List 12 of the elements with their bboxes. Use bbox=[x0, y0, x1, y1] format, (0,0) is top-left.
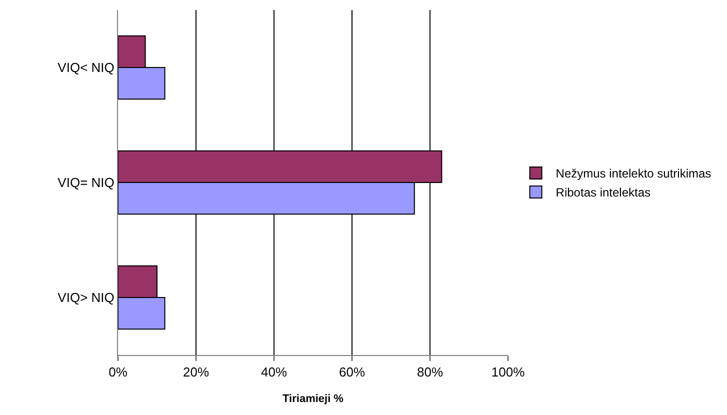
x-tick-label: 100% bbox=[491, 364, 526, 380]
y-tick-label: VIQ< NIQ bbox=[58, 60, 114, 76]
legend-label: Nežymus intelekto sutrikimas bbox=[556, 166, 712, 181]
x-tick-label: 40% bbox=[260, 364, 288, 380]
x-tick-label: 80% bbox=[416, 364, 444, 380]
x-tick-label: 0% bbox=[108, 364, 128, 380]
y-tick-label: VIQ> NIQ bbox=[58, 290, 114, 306]
y-tick-label: VIQ= NIQ bbox=[58, 175, 114, 190]
x-tick-label: 20% bbox=[182, 364, 210, 380]
legend-label: Ribotas intelektas bbox=[556, 186, 651, 200]
x-tick-label: 60% bbox=[338, 364, 366, 380]
x-axis-title: Tiriamieji % bbox=[282, 392, 344, 405]
